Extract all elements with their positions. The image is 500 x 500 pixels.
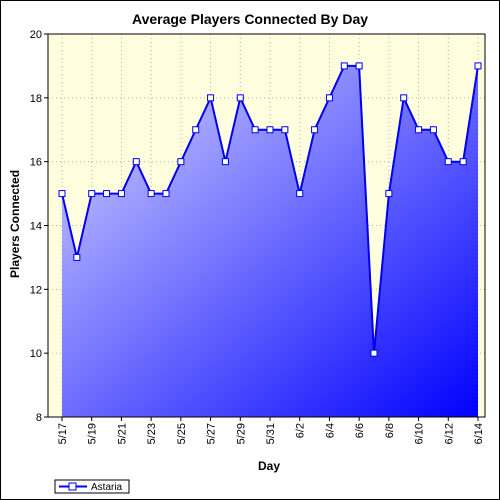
legend-label-astaria: Astaria <box>91 482 123 493</box>
legend-marker-swatch <box>68 482 77 491</box>
x-tick-label: 5/27 <box>206 423 218 444</box>
data-point <box>444 158 452 166</box>
y-tick-label: 10 <box>30 348 42 360</box>
data-point <box>221 158 229 166</box>
y-tick-label: 8 <box>36 412 42 424</box>
data-point <box>355 62 363 70</box>
chart-title: Average Players Connected By Day <box>132 11 368 27</box>
x-tick-label: 6/14 <box>473 423 485 444</box>
x-tick-label: 6/10 <box>414 423 426 444</box>
data-point <box>400 94 408 102</box>
data-point <box>429 126 437 134</box>
data-point <box>459 158 467 166</box>
data-point <box>340 62 348 70</box>
data-point <box>147 190 155 198</box>
data-point <box>117 190 125 198</box>
y-tick-label: 12 <box>30 284 42 296</box>
x-tick-label: 5/19 <box>87 423 99 444</box>
data-point <box>266 126 274 134</box>
x-tick-label: 5/23 <box>146 423 158 444</box>
x-tick-label: 6/8 <box>384 423 396 438</box>
data-point <box>370 349 378 357</box>
data-point <box>58 190 66 198</box>
x-tick-label: 6/6 <box>354 423 366 438</box>
data-point <box>385 190 393 198</box>
data-point <box>192 126 200 134</box>
y-tick-label: 18 <box>30 93 42 105</box>
x-tick-label: 6/4 <box>324 423 336 438</box>
data-point <box>88 190 96 198</box>
data-point <box>177 158 185 166</box>
x-axis-title: Day <box>258 459 280 473</box>
data-point <box>132 158 140 166</box>
data-point <box>162 190 170 198</box>
x-tick-label: 5/17 <box>57 423 69 444</box>
y-axis-ticks: 8 10 12 14 16 18 20 <box>30 29 48 424</box>
series-area-astaria <box>62 65 478 418</box>
x-axis-ticks: 5/17 5/19 5/21 5/23 5/25 5/27 5/29 5/31 6/2 6/4 6/… <box>57 417 485 444</box>
data-point <box>207 94 215 102</box>
x-tick-label: 5/29 <box>235 423 247 444</box>
x-tick-label: 5/25 <box>176 423 188 444</box>
data-point <box>251 126 259 134</box>
data-point <box>103 190 111 198</box>
data-point <box>236 94 244 102</box>
data-point <box>415 126 423 134</box>
x-tick-label: 6/2 <box>295 423 307 438</box>
y-axis-title: Players Connected <box>8 170 22 278</box>
data-points <box>58 62 482 357</box>
y-tick-label: 20 <box>30 29 42 41</box>
x-tick-label: 5/21 <box>116 423 128 444</box>
y-tick-label: 16 <box>30 157 42 169</box>
data-point <box>474 62 482 70</box>
data-point <box>325 94 333 102</box>
x-tick-label: 5/31 <box>265 423 277 444</box>
data-point <box>311 126 319 134</box>
data-point <box>281 126 289 134</box>
y-tick-label: 14 <box>30 221 42 233</box>
legend: Astaria <box>54 479 130 494</box>
data-point <box>73 253 81 261</box>
data-point <box>296 190 304 198</box>
x-tick-label: 6/12 <box>443 423 455 444</box>
